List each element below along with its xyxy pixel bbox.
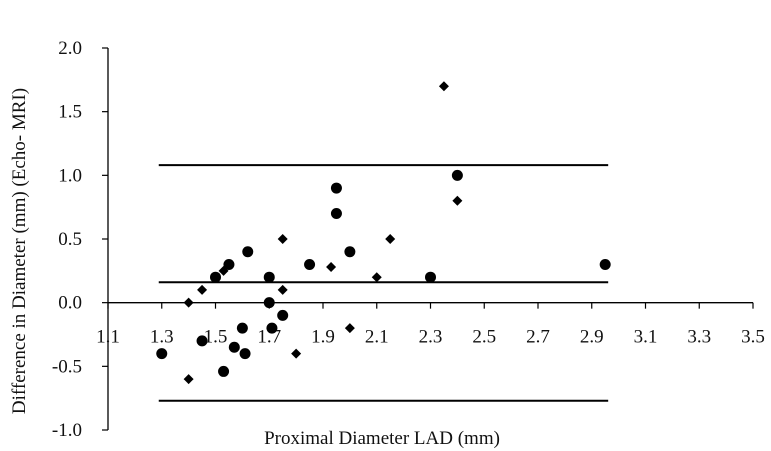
diamond-point xyxy=(277,234,288,244)
y-tick-label: 1.0 xyxy=(58,165,82,186)
x-tick-label: 1.1 xyxy=(96,327,120,348)
y-tick-labels: 2.0 1.5 1.0 0.5 0.0 -0.5 -1.0 xyxy=(52,38,108,441)
diamond-point xyxy=(291,348,302,359)
circle-point xyxy=(263,271,275,283)
diamond-point xyxy=(385,234,396,244)
circle-point xyxy=(239,348,251,360)
circle-point xyxy=(451,169,463,181)
x-tick-label: 2.3 xyxy=(419,327,443,348)
circle-point xyxy=(263,297,275,309)
circle-point xyxy=(196,335,208,347)
circle-point xyxy=(242,246,254,258)
x-tick-label: 3.3 xyxy=(687,327,711,348)
x-tick-label: 1.5 xyxy=(204,327,228,348)
diamond-point xyxy=(183,374,194,385)
y-tick-label: 1.5 xyxy=(58,102,82,123)
diamond-point xyxy=(326,262,337,273)
y-axis-title: Difference in Diameter (mm) (Echo- MRI) xyxy=(9,88,30,414)
x-axis-title: Proximal Diameter LAD (mm) xyxy=(264,428,500,449)
circle-point xyxy=(425,271,436,283)
diamond-point xyxy=(197,284,208,295)
x-tick-label: 1.9 xyxy=(311,327,335,348)
x-tick-labels: 1.1 1.3 1.5 1.7 1.9 2.1 2.3 2.5 2.7 2.9 3.1 3.3 3.5 xyxy=(96,302,765,348)
x-tick-label: 2.9 xyxy=(580,327,604,348)
circle-point xyxy=(277,309,289,321)
circle-point xyxy=(218,365,230,377)
x-tick-label: 2.5 xyxy=(472,327,496,348)
diamond-point xyxy=(218,265,229,276)
circle-point xyxy=(223,258,235,270)
diamond-point xyxy=(371,272,382,283)
y-tick-label: -0.5 xyxy=(52,356,82,377)
circle-point xyxy=(304,258,316,270)
circle-point xyxy=(236,322,248,334)
diamond-point xyxy=(344,323,355,334)
circle-point xyxy=(210,271,221,283)
circle-point xyxy=(266,322,278,334)
circle-point xyxy=(330,182,342,194)
circle-point xyxy=(599,258,611,270)
circle-point xyxy=(228,341,240,353)
x-tick-label: 3.5 xyxy=(741,327,765,348)
circle-point xyxy=(156,348,168,360)
y-tick-label: 0.5 xyxy=(58,229,82,250)
circle-point xyxy=(330,208,342,220)
y-tick-label: 0.0 xyxy=(58,293,82,314)
x-tick-label: 3.1 xyxy=(634,327,658,348)
x-tick-label: 1.3 xyxy=(150,327,174,348)
circle-point xyxy=(344,246,356,258)
y-tick-label: -1.0 xyxy=(52,420,82,441)
reference-lines xyxy=(158,164,609,402)
diamond-point xyxy=(452,195,463,206)
diamond-point xyxy=(183,297,194,308)
y-tick-label: 2.0 xyxy=(58,38,82,59)
x-tick-label: 2.7 xyxy=(526,327,550,348)
x-tick-label: 2.1 xyxy=(365,327,389,348)
data-points xyxy=(156,81,611,385)
diamond-point xyxy=(438,81,449,92)
diamond-point xyxy=(277,284,288,295)
